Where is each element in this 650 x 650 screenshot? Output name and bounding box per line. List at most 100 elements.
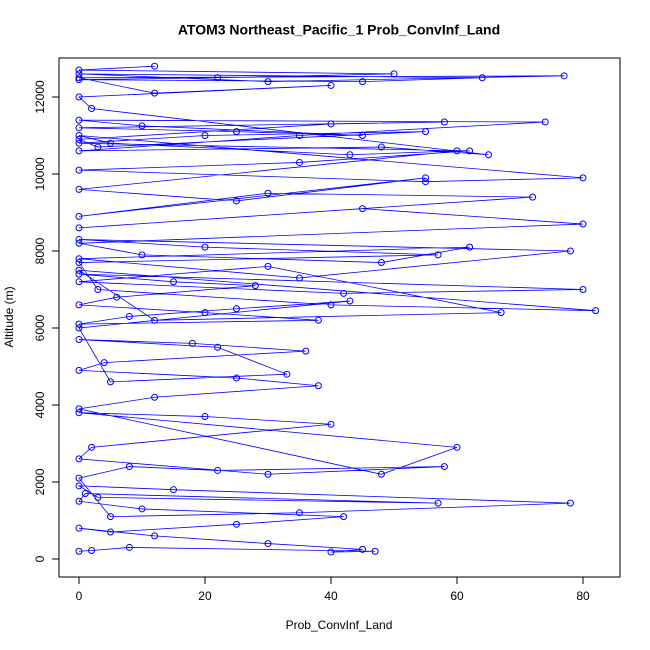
data-point	[566, 499, 574, 507]
y-axis-label: Altitude (m)	[2, 286, 16, 347]
data-point	[440, 118, 448, 126]
data-point	[75, 74, 83, 82]
data-point	[75, 212, 83, 220]
data-point	[327, 301, 335, 309]
data-point	[75, 497, 83, 505]
data-point	[283, 370, 291, 378]
data-point	[75, 270, 83, 278]
data-point	[264, 540, 272, 548]
data-point	[106, 378, 114, 386]
y-tick-label: 2000	[33, 468, 47, 495]
x-tick-label: 0	[76, 589, 83, 603]
data-point	[592, 307, 600, 315]
data-point	[314, 316, 322, 324]
data-point	[88, 443, 96, 451]
y-tick-label: 0	[33, 555, 47, 562]
data-point	[75, 324, 83, 332]
data-point	[201, 131, 209, 139]
data-point	[75, 259, 83, 267]
y-tick-label: 8000	[33, 237, 47, 264]
data-point	[327, 420, 335, 428]
data-point	[529, 193, 537, 201]
data-point	[75, 266, 83, 274]
data-point	[151, 532, 159, 540]
data-point	[75, 524, 83, 532]
data-point	[264, 470, 272, 478]
data-point	[358, 131, 366, 139]
data-point	[125, 543, 133, 551]
y-tick-label: 10000	[33, 157, 47, 191]
data-point	[75, 409, 83, 417]
data-point	[75, 336, 83, 344]
data-point	[88, 105, 96, 113]
data-point	[138, 122, 146, 130]
data-point	[560, 72, 568, 80]
x-axis-label: Prob_ConvInf_Land	[286, 618, 393, 632]
data-point	[541, 118, 549, 126]
data-point	[340, 513, 348, 521]
data-point	[566, 247, 574, 255]
x-tick-label: 80	[576, 589, 590, 603]
data-line	[77, 65, 596, 553]
data-point	[377, 259, 385, 267]
data-point	[422, 128, 430, 136]
data-point	[125, 463, 133, 471]
x-tick-label: 40	[324, 589, 338, 603]
data-point	[125, 312, 133, 320]
data-point	[75, 139, 83, 147]
data-point	[201, 413, 209, 421]
data-point	[264, 262, 272, 270]
data-point	[346, 151, 354, 159]
data-point	[75, 116, 83, 124]
data-point	[94, 285, 102, 293]
plot-frame	[58, 57, 621, 578]
data-point	[88, 547, 96, 555]
data-point	[302, 347, 310, 355]
data-point	[377, 143, 385, 151]
y-tick-label: 6000	[33, 314, 47, 341]
data-point	[232, 197, 240, 205]
data-point	[151, 62, 159, 70]
data-point	[94, 143, 102, 151]
data-point	[251, 282, 259, 290]
data-point	[75, 320, 83, 328]
data-point	[75, 185, 83, 193]
data-point	[434, 251, 442, 259]
data-point	[232, 305, 240, 313]
data-point	[434, 499, 442, 507]
data-point	[75, 66, 83, 74]
data-point	[75, 224, 83, 232]
data-point	[377, 470, 385, 478]
data-point	[497, 309, 505, 317]
data-point	[75, 131, 83, 139]
data-point	[466, 243, 474, 251]
data-point	[75, 547, 83, 555]
data-point	[75, 135, 83, 143]
data-point	[214, 466, 222, 474]
data-point	[214, 74, 222, 82]
data-point	[440, 463, 448, 471]
data-point	[422, 174, 430, 182]
data-point	[358, 545, 366, 553]
data-point	[453, 443, 461, 451]
data-point	[188, 339, 196, 347]
x-tick-label: 60	[450, 589, 464, 603]
data-point	[295, 158, 303, 166]
data-point	[466, 147, 474, 155]
data-point	[358, 78, 366, 86]
data-point	[340, 289, 348, 297]
data-point	[371, 547, 379, 555]
data-point	[478, 74, 486, 82]
data-point	[151, 393, 159, 401]
x-tick-label: 20	[198, 589, 212, 603]
data-point	[295, 131, 303, 139]
data-point	[100, 359, 108, 367]
data-point	[151, 316, 159, 324]
data-point	[169, 278, 177, 286]
data-point	[201, 309, 209, 317]
data-point	[579, 285, 587, 293]
data-point	[264, 189, 272, 197]
data-point	[75, 301, 83, 309]
data-point	[75, 76, 83, 84]
